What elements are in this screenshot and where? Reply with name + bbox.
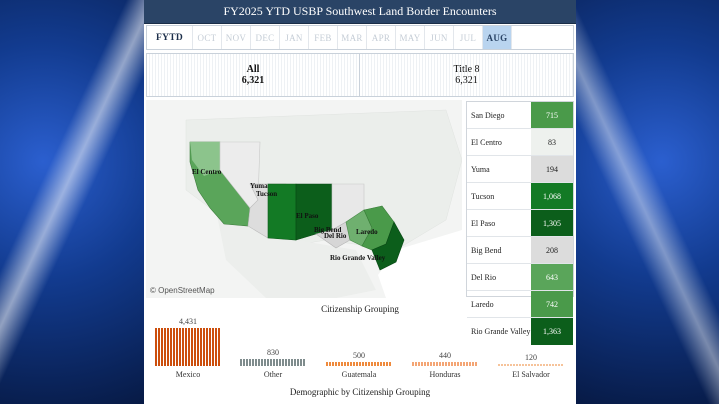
bar-honduras[interactable] [412,362,478,366]
sector-row[interactable]: Laredo 742 [467,291,573,318]
tab-may[interactable]: MAY [396,26,425,49]
sector-name: Tucson [471,191,495,201]
bar-el-salvador[interactable] [498,364,564,366]
sector-value: 194 [531,156,573,182]
sector-name: El Paso [471,218,496,228]
sector-row[interactable]: Yuma 194 [467,156,573,183]
sector-name: Laredo [471,299,494,309]
map-label-el-centro: El Centro [192,168,222,176]
bar-mexico[interactable] [155,328,221,366]
bar-category-label: El Salvador [512,370,550,379]
total-title8-label: Title 8 [453,64,480,75]
tab-jan[interactable]: JAN [280,26,309,49]
total-all-value: 6,321 [241,75,265,86]
tab-aug[interactable]: AUG [483,26,512,49]
map-label-el-paso: El Paso [296,212,319,220]
total-all[interactable]: All 6,321 [147,54,360,96]
tab-jun[interactable]: JUN [425,26,454,49]
total-title8-value: 6,321 [455,75,478,86]
sector-row[interactable]: El Paso 1,305 [467,210,573,237]
sector-name: Rio Grande Valley [471,327,531,336]
sector-table: San Diego 715 El Centro 83 Yuma 194 Tucson 1,06… [466,101,574,345]
total-title8[interactable]: Title 8 6,321 [360,54,573,96]
dashboard-title: FY2025 YTD USBP Southwest Land Border En… [144,0,576,24]
bar-guatemala[interactable] [326,362,392,366]
demographic-title: Demographic by Citizenship Grouping [289,387,431,397]
background-right [576,0,719,404]
gulf-water [378,230,462,298]
bar-category-label: Guatemala [341,370,377,379]
map-label-tucson: Tucson [256,190,277,198]
sector-row[interactable]: San Diego 715 [467,102,573,129]
sector-map[interactable]: El Centro Yuma Tucson El Paso Big Bend D… [146,100,462,298]
bar-category-label: Other [263,370,283,379]
tab-dec[interactable]: DEC [251,26,280,49]
bar-other[interactable] [240,359,306,366]
sector-value: 1,363 [531,318,573,345]
sector-row[interactable]: El Centro 83 [467,129,573,156]
mexico-landmass [216,210,376,298]
map-label-yuma: Yuma [250,182,268,190]
map-label-del-rio: Del Rio [324,232,347,240]
tab-jul[interactable]: JUL [454,26,483,49]
tab-mar[interactable]: MAR [338,26,367,49]
totals-bar: All 6,321 Title 8 6,321 [146,53,574,97]
tab-nov[interactable]: NOV [222,26,251,49]
region-rio-grande-valley[interactable] [371,221,405,271]
map-label-big-bend: Big Bend [314,226,342,234]
map-label-laredo: Laredo [356,228,378,236]
map-label-rio-grande-valley: Rio Grande Valley [330,254,386,262]
dashboard-panel: FY2025 YTD USBP Southwest Land Border En… [144,0,576,404]
total-all-label: All [246,64,260,75]
sector-value: 1,305 [531,210,573,236]
bar-category-label: Honduras [429,370,461,379]
sector-name: San Diego [471,110,505,120]
bar-category-label: Mexico [175,370,201,379]
sector-name: Del Rio [471,272,497,282]
tab-apr[interactable]: APR [367,26,396,49]
sector-value: 1,068 [531,183,573,209]
sector-name: El Centro [471,137,502,147]
sector-name: Big Bend [471,245,502,255]
sector-value: 742 [531,291,573,317]
bar-value-label: 120 [525,353,537,362]
sector-row[interactable]: Del Rio 643 [467,264,573,291]
sector-name: Yuma [471,164,490,174]
tab-feb[interactable]: FEB [309,26,338,49]
sector-row[interactable]: Rio Grande Valley 1,363 [467,318,573,345]
citizenship-title: Citizenship Grouping [321,304,399,314]
map-canvas: El Centro Yuma Tucson El Paso Big Bend D… [146,100,462,298]
region-san-diego[interactable] [190,142,220,176]
map-attribution[interactable]: © OpenStreetMap [150,286,215,295]
sector-row[interactable]: Tucson 1,068 [467,183,573,210]
bar-value-label: 500 [353,351,365,360]
tab-oct[interactable]: OCT [193,26,222,49]
background-left [0,0,144,404]
sector-value: 208 [531,237,573,263]
bar-value-label: 440 [439,351,451,360]
bar-value-label: 830 [267,348,279,357]
sector-value: 643 [531,264,573,290]
month-tabs: FYTD OCT NOV DEC JAN FEB MAR APR MAY JUN… [146,25,574,50]
sector-row[interactable]: Big Bend 208 [467,237,573,264]
bar-value-label: 4,431 [179,317,197,326]
sector-value: 83 [531,129,573,155]
tab-fytd[interactable]: FYTD [147,26,193,49]
sector-value: 715 [531,102,573,128]
